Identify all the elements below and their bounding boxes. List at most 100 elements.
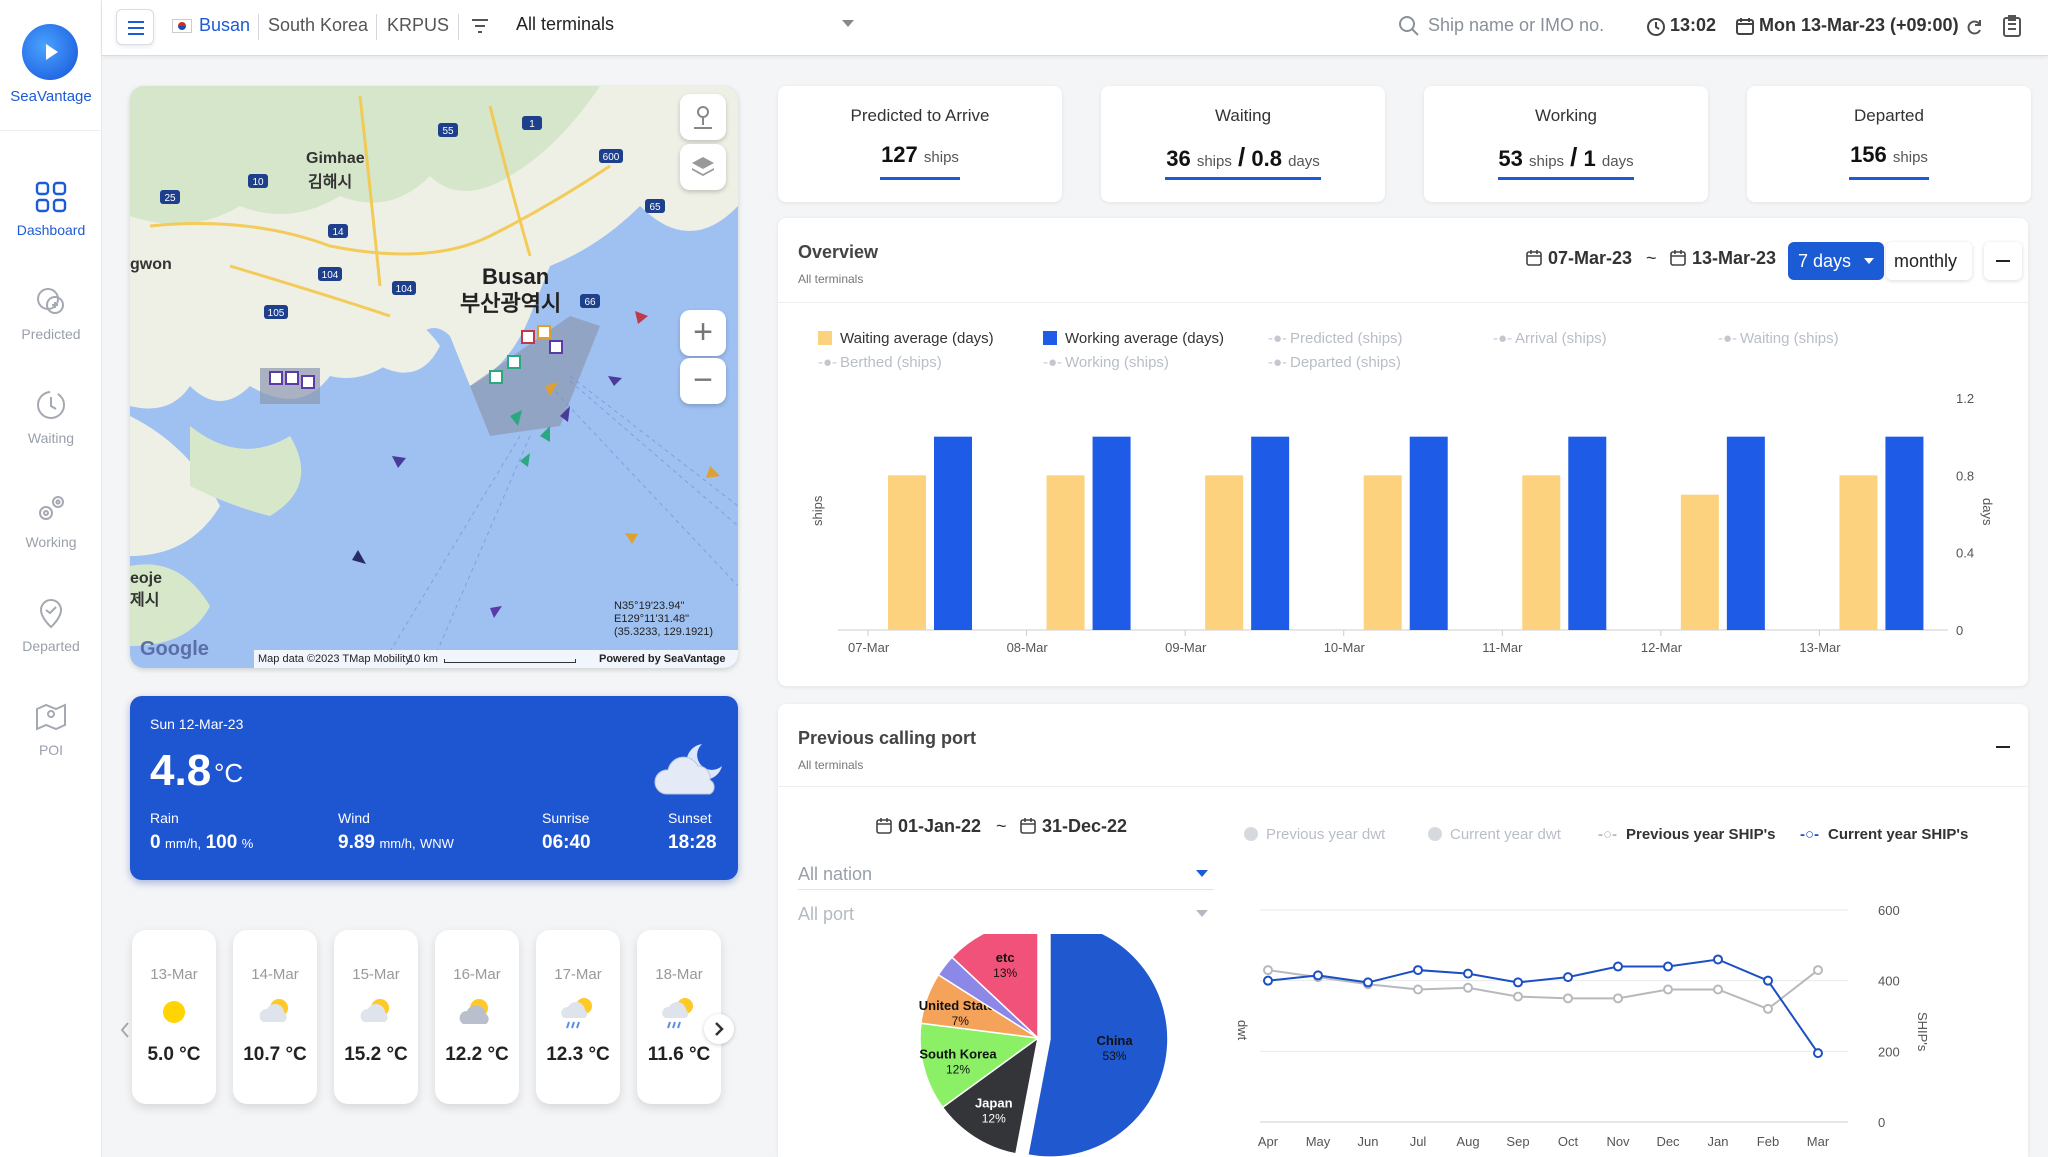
data-point[interactable] bbox=[1663, 961, 1673, 972]
pie-label: China bbox=[1096, 1033, 1133, 1048]
overview-legend-item[interactable]: Working average (days) bbox=[1043, 330, 1224, 347]
monthly-button[interactable]: monthly bbox=[1886, 242, 1972, 280]
overview-legend-item[interactable]: -●- Berthed (ships) bbox=[818, 354, 942, 371]
pie-slice[interactable] bbox=[1026, 934, 1169, 1157]
sidebar-item-label: Dashboard bbox=[16, 222, 86, 238]
overview-legend-item[interactable]: -●- Arrival (ships) bbox=[1493, 330, 1607, 347]
pie-slice[interactable] bbox=[950, 934, 1039, 1040]
layers-button[interactable] bbox=[680, 144, 726, 190]
data-point[interactable] bbox=[1613, 993, 1623, 1004]
data-point[interactable] bbox=[1513, 991, 1523, 1002]
zoom-out-button[interactable]: − bbox=[680, 358, 726, 404]
stat-card-waiting[interactable]: Waiting 36 ships / 0.8 days bbox=[1101, 86, 1385, 202]
bar[interactable] bbox=[1251, 436, 1290, 630]
port-map[interactable]: 55 1 600 10 14 25 65 104 104 105 66 Gimh… bbox=[130, 86, 738, 668]
bar[interactable] bbox=[1046, 475, 1085, 630]
data-point[interactable] bbox=[1713, 984, 1723, 995]
legend-swatch bbox=[1043, 331, 1057, 345]
bar[interactable] bbox=[1363, 475, 1402, 630]
bar[interactable] bbox=[1568, 436, 1607, 630]
data-point[interactable] bbox=[1713, 954, 1723, 965]
data-point[interactable] bbox=[1813, 965, 1823, 976]
overview-legend-item[interactable]: -●- Predicted (ships) bbox=[1268, 330, 1403, 347]
ship-search[interactable]: Ship name or IMO no. bbox=[1398, 12, 1698, 42]
stat-card-predicted-to-arrive[interactable]: Predicted to Arrive 127 ships bbox=[778, 86, 1062, 202]
filter-icon[interactable] bbox=[470, 17, 490, 35]
bar[interactable] bbox=[1205, 475, 1244, 630]
bar[interactable] bbox=[1522, 475, 1561, 630]
nation-select[interactable]: All nation bbox=[798, 856, 1214, 890]
previous-legend-item[interactable]: Current year dwt bbox=[1428, 826, 1561, 843]
data-point[interactable] bbox=[1763, 1003, 1773, 1014]
rain-sun-icon bbox=[561, 998, 592, 1029]
seavantage-logo[interactable] bbox=[22, 24, 78, 80]
sidebar-item-departed[interactable]: Departed bbox=[0, 596, 102, 654]
data-point[interactable] bbox=[1813, 1048, 1823, 1059]
overview-legend-item[interactable]: -●- Working (ships) bbox=[1043, 354, 1169, 371]
overview-legend-item[interactable]: -●- Departed (ships) bbox=[1268, 354, 1401, 371]
range-select-button[interactable]: 7 days bbox=[1788, 242, 1884, 280]
sidebar-item-poi[interactable]: POI bbox=[0, 700, 102, 758]
bar[interactable] bbox=[1680, 494, 1719, 630]
data-point[interactable] bbox=[1413, 965, 1423, 976]
terminal-select[interactable]: All terminals bbox=[514, 12, 854, 42]
overview-legend-item[interactable]: Waiting average (days) bbox=[818, 330, 994, 347]
previous-date-to[interactable]: 31-Dec-22 bbox=[1042, 816, 1128, 836]
collapse-previous-button[interactable] bbox=[1984, 728, 2022, 766]
weather-date: Sun 12-Mar-23 bbox=[150, 716, 244, 732]
overview-date-from[interactable]: 07-Mar-23 bbox=[1548, 248, 1633, 268]
search-input[interactable]: Ship name or IMO no. bbox=[1428, 15, 1605, 35]
data-point[interactable] bbox=[1613, 961, 1623, 972]
street-view-button[interactable] bbox=[680, 94, 726, 140]
refresh-icon[interactable] bbox=[1964, 17, 1984, 37]
zoom-in-button[interactable]: + bbox=[680, 310, 726, 356]
sidebar-item-predicted[interactable]: Predicted bbox=[0, 284, 102, 342]
bar[interactable] bbox=[1726, 436, 1765, 630]
data-point[interactable] bbox=[1313, 970, 1323, 981]
previous-port-panel: Previous calling port All terminals 01-J… bbox=[778, 704, 2028, 1157]
layers-icon bbox=[692, 157, 714, 176]
sidebar-item-waiting[interactable]: Waiting bbox=[0, 388, 102, 446]
data-point[interactable] bbox=[1463, 968, 1473, 979]
forecast-next-button[interactable] bbox=[704, 1014, 734, 1044]
data-point[interactable] bbox=[1563, 972, 1573, 983]
overview-date-to[interactable]: 13-Mar-23 bbox=[1692, 248, 1777, 268]
data-point[interactable] bbox=[1763, 975, 1773, 986]
previous-legend-item[interactable]: Previous year dwt bbox=[1244, 826, 1385, 843]
data-point[interactable] bbox=[1263, 965, 1273, 976]
previous-legend-item[interactable]: -○- Previous year SHIP's bbox=[1598, 826, 1775, 843]
data-point[interactable] bbox=[1563, 993, 1573, 1004]
data-point[interactable] bbox=[1363, 977, 1373, 988]
forecast-temp: 11.6 °C bbox=[647, 1044, 711, 1065]
bar[interactable] bbox=[1839, 475, 1878, 630]
bar[interactable] bbox=[888, 475, 926, 630]
data-point[interactable] bbox=[1663, 984, 1673, 995]
x-tick-label: Dec bbox=[1656, 1134, 1680, 1149]
sidebar-item-working[interactable]: Working bbox=[0, 492, 102, 550]
bar[interactable] bbox=[1092, 436, 1131, 630]
chevron-down-icon bbox=[1864, 258, 1874, 264]
previous-date-from[interactable]: 01-Jan-22 bbox=[898, 816, 982, 836]
bar[interactable] bbox=[934, 436, 972, 630]
sidebar-item-label: POI bbox=[38, 742, 64, 758]
sidebar-item-dashboard[interactable]: Dashboard bbox=[0, 180, 102, 238]
clipboard-icon[interactable] bbox=[2002, 14, 2022, 38]
pie-slice[interactable] bbox=[941, 1036, 1040, 1155]
stat-card-departed[interactable]: Departed 156 ships bbox=[1747, 86, 2031, 202]
pie-slice[interactable] bbox=[919, 1022, 1040, 1109]
bar[interactable] bbox=[1409, 436, 1448, 630]
stat-card-working[interactable]: Working 53 ships / 1 days bbox=[1424, 86, 1708, 202]
previous-legend-item[interactable]: -○- Current year SHIP's bbox=[1800, 826, 1968, 843]
data-point[interactable] bbox=[1463, 982, 1473, 993]
menu-button[interactable] bbox=[116, 9, 154, 45]
coord-lon: E129°11'31.48" bbox=[614, 613, 690, 625]
port-select[interactable]: All port bbox=[798, 896, 1214, 930]
overview-legend-item[interactable]: -●- Waiting (ships) bbox=[1718, 330, 1839, 347]
chevron-left-icon[interactable] bbox=[118, 1020, 132, 1040]
data-point[interactable] bbox=[1413, 984, 1423, 995]
data-point[interactable] bbox=[1263, 975, 1273, 986]
port-name[interactable]: Busan bbox=[199, 15, 251, 35]
bar[interactable] bbox=[1885, 436, 1924, 630]
data-point[interactable] bbox=[1513, 977, 1523, 988]
collapse-overview-button[interactable] bbox=[1984, 242, 2022, 280]
